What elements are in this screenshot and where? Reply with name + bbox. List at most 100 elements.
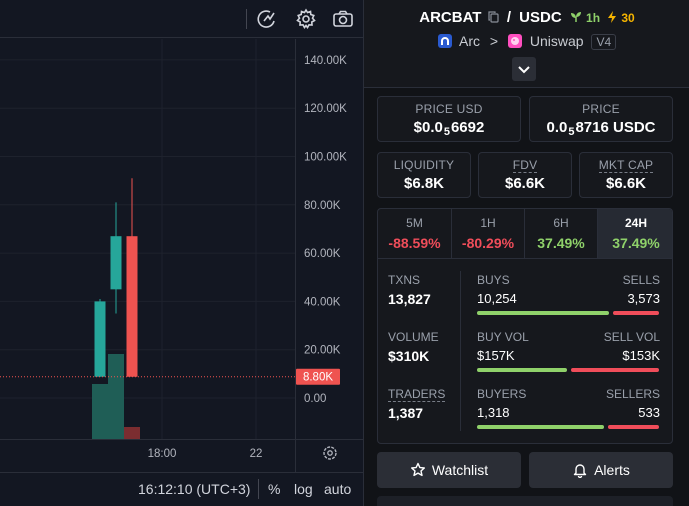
chain-dex-line: Arc > Uniswap V4 [364,33,689,50]
stats-panel: 5M -88.59% 1H -80.29% 6H 37.49% 24H 37.4… [377,208,673,444]
lightning-icon [608,11,617,23]
traders-label: TRADERS [388,387,446,402]
buyers-label: BUYERS [477,387,527,401]
toolbar-divider [246,9,247,29]
buys-value: 10,254 [477,291,517,306]
pair-header: ARCBAT / USDC 1h 30 Arc > Uniswap V4 [364,0,689,88]
log-scale-toggle[interactable]: log [294,481,313,497]
boost-count: 30 [621,11,635,25]
change-5m: -88.59% [388,235,441,251]
txns-label: TXNS [388,273,421,287]
axis-settings-icon[interactable] [323,446,337,460]
quote-token-symbol: USDC [519,9,562,26]
liquidity-value: $6.8K [403,175,445,192]
price-chart[interactable]: 140.00K 120.00K 100.00K 80.00K 60.00K 40.00K 2… [0,39,363,472]
volume-label: VOLUME [388,330,439,344]
chart-pane: 140.00K 120.00K 100.00K 80.00K 60.00K 40.00K 2… [0,0,363,499]
txns-value: 13,827 [388,291,431,307]
volume-bar [92,384,108,439]
volume-value: $310K [388,348,430,364]
y-axis-tick-label: 120.00K [304,103,347,115]
candle-body [94,301,106,377]
price-usd-box: PRICE USD $0.056692 [377,96,521,142]
sellers-ratio-bar [608,425,659,429]
watchlist-button[interactable]: Watchlist [377,452,521,488]
chart-clock: 16:12:10 (UTC+3) [138,481,251,497]
tab-5m[interactable]: 5M -88.59% [378,209,452,259]
indicators-icon[interactable] [256,8,278,30]
pair-info-pane: ARCBAT / USDC 1h 30 Arc > Uniswap V4 [363,0,689,506]
arc-chain-icon [437,34,452,48]
copy-icon[interactable] [488,11,499,23]
star-icon [410,462,425,477]
price-native-value: 0.058716 USDC [546,119,656,138]
buyers-value: 1,318 [477,405,510,420]
price-usd-value: $0.056692 [413,119,485,138]
chain-name[interactable]: Arc [458,33,480,49]
buy-volume-label: BUY VOL [477,330,529,344]
market-cap-box[interactable]: MKT CAP $6.6K [579,152,673,198]
sells-ratio-bar [613,311,659,315]
bell-icon [573,464,587,479]
sellers-value: 533 [638,405,660,420]
pair-separator: / [506,9,511,26]
stats-divider [460,271,461,431]
buy-volume-value: $157K [477,348,515,363]
y-axis-tick-label: 100.00K [304,152,347,164]
price-usd-label: PRICE USD [415,102,483,116]
footer-divider [258,479,259,499]
next-section-edge [377,496,673,506]
chevron-down-icon [518,66,530,74]
y-axis-tick-label: 140.00K [304,55,347,67]
candle-body [110,236,122,290]
last-price-tag-label: 8.80K [303,372,333,384]
market-cap-label: MKT CAP [598,158,654,173]
fdv-box[interactable]: FDV $6.6K [478,152,572,198]
tab-24h[interactable]: 24H 37.49% [598,209,672,259]
auto-scale-toggle[interactable]: auto [324,481,352,497]
sells-label: SELLS [622,273,660,287]
liquidity-box: LIQUIDITY $6.8K [377,152,471,198]
volume-bar [124,427,140,439]
dex-version-badge: V4 [591,34,617,50]
sellers-label: SELLERS [605,387,660,401]
sell-volume-value: $153K [622,348,660,363]
buys-label: BUYS [477,273,510,287]
percent-scale-toggle[interactable]: % [268,481,281,497]
y-axis-tick-label: 80.00K [304,200,341,212]
price-native-label: PRICE [582,102,620,116]
tab-1h[interactable]: 1H -80.29% [452,209,525,259]
seedling-icon [570,12,581,22]
chart-toolbar [0,0,363,38]
change-6h: 37.49% [537,235,585,251]
tab-6h[interactable]: 6H 37.49% [525,209,598,259]
uniswap-icon [507,34,522,48]
y-axis-tick-label: 20.00K [304,345,341,357]
pair-age: 1h [586,11,601,25]
camera-icon[interactable] [332,8,354,30]
change-1h: -80.29% [461,235,515,251]
dex-name[interactable]: Uniswap [529,33,584,49]
alerts-button[interactable]: Alerts [529,452,673,488]
liquidity-label: LIQUIDITY [393,158,455,172]
fdv-value: $6.6K [504,175,546,192]
expand-header-button[interactable] [512,57,536,81]
traders-value: 1,387 [388,405,424,421]
base-token-symbol: ARCBAT [419,9,482,26]
market-cap-value: $6.6K [605,175,647,192]
buyers-ratio-bar [477,425,604,429]
breadcrumb-chevron: > [489,33,499,49]
x-axis-tick-label: 22 [250,448,263,460]
change-24h: 37.49% [612,235,660,251]
sells-value: 3,573 [627,291,660,306]
pair-title: ARCBAT / USDC 1h 30 [364,9,689,26]
last-price-tag [296,368,340,385]
price-native-box: PRICE 0.058716 USDC [529,96,673,142]
buys-ratio-bar [477,311,609,315]
candle-body [126,236,138,377]
y-axis-tick-label: 0.00 [304,393,326,405]
buy-volume-ratio-bar [477,368,567,372]
settings-icon[interactable] [295,8,317,30]
x-axis-tick-label: 18:00 [148,448,177,460]
